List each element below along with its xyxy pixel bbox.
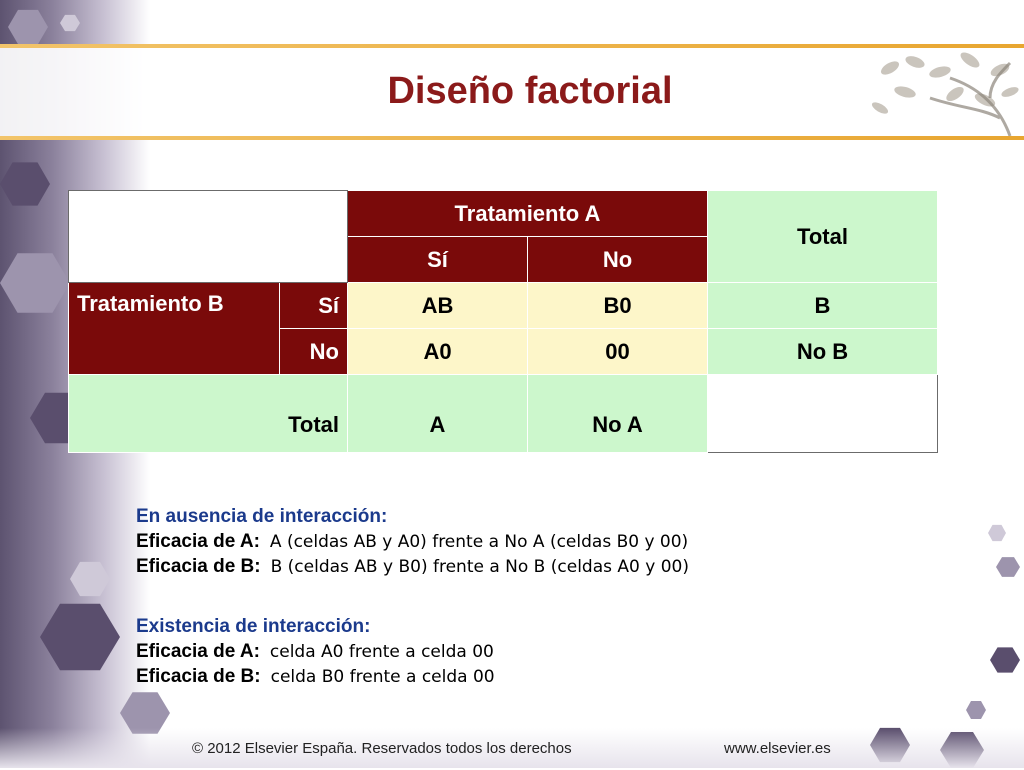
hexagon-decoration: [60, 14, 80, 32]
b-no-header: No: [279, 328, 348, 375]
line-text: celda B0 frente a celda 00: [270, 667, 495, 687]
tratamiento-a-header: Tratamiento A: [347, 190, 708, 237]
cell-00: 00: [527, 328, 708, 375]
cell-a0: A0: [347, 328, 528, 375]
section-interaction: Existencia de interacción: Eficacia de A…: [136, 616, 856, 688]
tree-icon: [871, 52, 1019, 136]
line-label: Eficacia de A:: [136, 641, 260, 662]
title-band: [0, 44, 1024, 140]
factorial-table: Tratamiento A Total Sí No Tratamiento B …: [67, 190, 938, 453]
line-efficacy-a: Eficacia de A: celda A0 frente a celda 00: [136, 641, 856, 663]
hexagon-decoration: [120, 692, 170, 734]
line-efficacy-b: Eficacia de B: B (celdas AB y B0) frente …: [136, 556, 856, 578]
hexagon-decoration: [0, 162, 50, 206]
line-text: A (celdas AB y A0) frente a No A (celdas…: [269, 532, 689, 552]
footer-copyright: © 2012 Elsevier España. Reservados todos…: [192, 740, 572, 757]
line-text: celda A0 frente a celda 00: [269, 642, 494, 662]
title-line-top: [0, 44, 1024, 48]
line-text: B (celdas AB y B0) frente a No B (celdas…: [270, 557, 689, 577]
hexagon-decoration: [966, 701, 986, 719]
a-si-header: Sí: [347, 236, 528, 283]
line-label: Eficacia de B:: [136, 556, 261, 577]
page-title: Diseño factorial: [387, 70, 673, 112]
hexagon-decoration: [988, 524, 1006, 542]
empty-corner-cell: [68, 190, 348, 283]
cell-total-b: B: [707, 282, 938, 329]
b-si-header: Sí: [279, 282, 348, 329]
title-line-bottom: [0, 136, 1024, 140]
line-efficacy-b: Eficacia de B: celda B0 frente a celda 00: [136, 666, 856, 688]
line-efficacy-a: Eficacia de A: A (celdas AB y A0) frente …: [136, 531, 856, 553]
a-no-header: No: [527, 236, 708, 283]
hexagon-decoration: [0, 253, 70, 313]
cell-b0: B0: [527, 282, 708, 329]
total-row-label: Total: [68, 374, 348, 453]
section-heading: En ausencia de interacción:: [136, 506, 388, 527]
cell-ab: AB: [347, 282, 528, 329]
section-heading: Existencia de interacción:: [136, 616, 371, 637]
tratamiento-b-header: Tratamiento B: [67, 282, 281, 375]
hexagon-decoration: [990, 647, 1020, 673]
line-label: Eficacia de A:: [136, 531, 260, 552]
cell-total-a: A: [347, 374, 528, 453]
section-no-interaction: En ausencia de interacción: Eficacia de …: [136, 506, 856, 578]
hexagon-decoration: [996, 557, 1020, 577]
total-column-header: Total: [707, 190, 938, 283]
footer-website-link[interactable]: www.elsevier.es: [724, 740, 831, 757]
background-bottom-fade: [0, 728, 1024, 768]
cell-total-no-b: No B: [707, 328, 938, 375]
grand-total-cell: [707, 374, 938, 453]
line-label: Eficacia de B:: [136, 666, 261, 687]
cell-total-no-a: No A: [527, 374, 708, 453]
